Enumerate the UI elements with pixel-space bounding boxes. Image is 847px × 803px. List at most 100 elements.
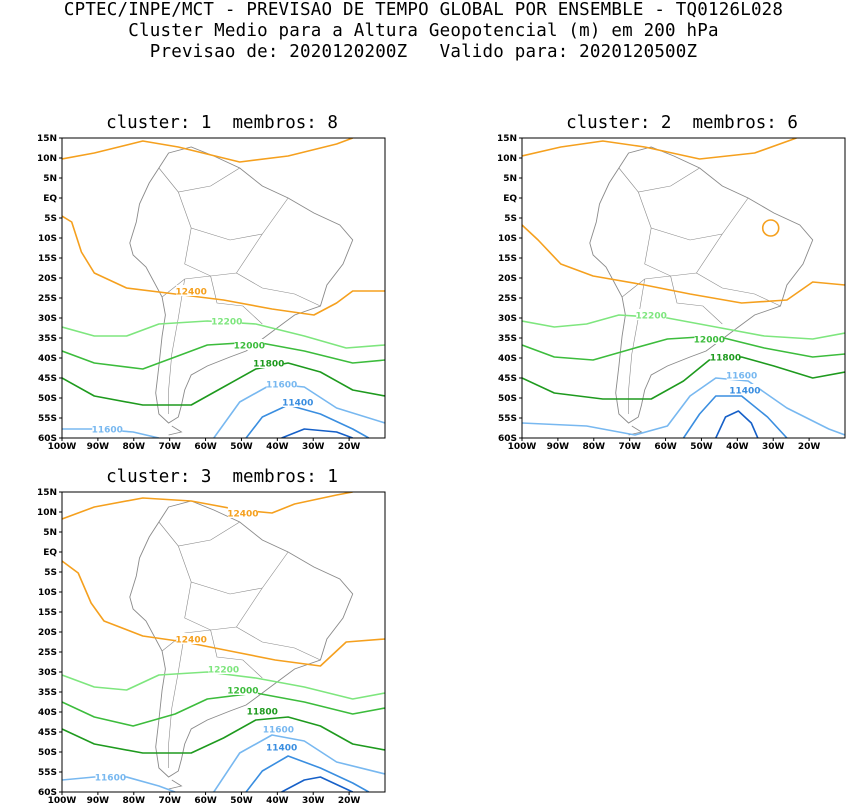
contour-label-bg — [227, 507, 258, 518]
lat-tick-label: 15S — [38, 254, 57, 264]
lat-tick-label: 10N — [497, 154, 517, 164]
lon-tick-label: 70W — [158, 442, 181, 452]
country-border — [638, 191, 749, 241]
lat-tick-label: 15N — [37, 134, 57, 144]
lat-tick-label: 25S — [38, 648, 57, 658]
contour-label-bg — [176, 633, 207, 644]
contour-label-bg — [266, 378, 297, 389]
lon-tick-label: 90W — [87, 442, 110, 452]
country-border — [158, 167, 240, 193]
contour-label-bg — [636, 309, 667, 320]
lat-tick-label: 20S — [38, 628, 57, 638]
contour-label-bg — [208, 663, 239, 674]
lat-tick-label: 10S — [38, 234, 57, 244]
map-frame — [61, 137, 386, 439]
country-border — [168, 632, 185, 768]
contour-label-bg — [694, 333, 725, 344]
lat-tick-label: 5N — [503, 174, 517, 184]
lat-tick-label: 5N — [43, 174, 57, 184]
lat-tick-label: 50S — [38, 748, 57, 758]
south-america-coastline — [589, 146, 814, 424]
country-border — [184, 581, 263, 631]
lat-tick-label: 35S — [38, 688, 57, 698]
lat-tick-label: 20S — [38, 274, 57, 284]
island-outline — [168, 425, 183, 436]
contour-11600 — [213, 383, 385, 438]
lat-tick-label: 50S — [38, 394, 57, 404]
country-border — [236, 626, 321, 661]
lon-tick-label: 60W — [194, 442, 217, 452]
contour-label: 12200 — [636, 312, 667, 322]
country-border — [178, 545, 289, 595]
lat-tick-label: 60S — [38, 788, 57, 798]
contour-label: 11400 — [729, 387, 760, 397]
lat-tick-label: 5S — [504, 214, 517, 224]
lat-tick-label: 55S — [38, 414, 57, 424]
contour-label: 11600 — [95, 774, 126, 784]
lat-tick-label: 25S — [498, 294, 517, 304]
contour-12400 — [62, 492, 353, 520]
country-border — [696, 272, 781, 307]
contour-12400 — [62, 215, 385, 316]
contour-label-bg — [92, 423, 123, 434]
lon-tick-label: 30W — [302, 442, 325, 452]
contour-12400 — [522, 224, 845, 304]
contour-12000 — [522, 335, 845, 361]
lat-tick-label: EQ — [43, 194, 57, 204]
lat-tick-label: 30S — [38, 668, 57, 678]
country-border — [158, 521, 240, 547]
contour-12400 — [62, 138, 353, 163]
contour-11800 — [62, 362, 385, 406]
header-line-2: Cluster Medio para a Altura Geopotencial… — [128, 21, 719, 41]
lat-tick-label: 60S — [38, 434, 57, 444]
lat-tick-label: 15N — [497, 134, 517, 144]
lat-tick-label: 30S — [498, 314, 517, 324]
header-line-1: CPTEC/INPE/MCT - PREVISAO DE TEMPO GLOBA… — [63, 0, 784, 20]
contour-label: 12000 — [234, 342, 265, 352]
map-panel-2: 12200 12000 11800 11600 11400 15N 10N 5N EQ 5S 10S… — [497, 134, 846, 452]
south-america-coastline — [129, 500, 354, 778]
country-border — [618, 167, 700, 193]
lat-tick-label: 40S — [38, 708, 57, 718]
contour-label-bg — [282, 396, 313, 407]
contour-11400 — [682, 395, 788, 438]
contour-12400 — [522, 138, 797, 160]
contour-label: 11800 — [247, 708, 278, 718]
contour-label: 11800 — [253, 360, 284, 370]
contour-label: 11800 — [710, 354, 741, 364]
contour-label: 12200 — [208, 666, 239, 676]
island-outline — [168, 779, 183, 790]
contour-12200 — [522, 314, 845, 340]
contour-label: 11600 — [726, 372, 757, 382]
lon-tick-label: 70W — [158, 796, 181, 803]
contour-11800 — [522, 356, 845, 400]
contour-label-bg — [247, 705, 278, 716]
lon-tick-label: 20W — [798, 442, 821, 452]
contour-label: 12400 — [176, 288, 207, 298]
contour-11400 — [245, 404, 370, 438]
lat-tick-label: 45S — [498, 374, 517, 384]
contour-label-bg — [710, 351, 741, 362]
contour-label-bg — [176, 285, 207, 296]
lat-tick-label: 15S — [38, 608, 57, 618]
country-border — [210, 629, 263, 679]
contour-label-bg — [227, 684, 258, 695]
figure-header: CPTEC/INPE/MCT - PREVISAO DE TEMPO GLOBA… — [0, 0, 847, 63]
lat-tick-label: 5N — [43, 528, 57, 538]
country-border — [210, 275, 263, 325]
lat-tick-label: 40S — [498, 354, 517, 364]
lon-tick-label: 30W — [302, 796, 325, 803]
lon-tick-label: 50W — [230, 442, 253, 452]
contour-12000 — [62, 692, 385, 727]
lon-tick-label: 60W — [194, 796, 217, 803]
contour-label-bg — [95, 771, 126, 782]
lat-tick-label: 35S — [498, 334, 517, 344]
contour-11200 — [715, 410, 759, 438]
country-border — [168, 278, 185, 414]
contour-label: 12000 — [227, 687, 258, 697]
panel-2-title: cluster: 2 membros: 6 — [566, 113, 798, 133]
map-panel-3: 12400 12400 12200 12000 11800 11600 11400 11600… — [37, 488, 386, 803]
lat-tick-label: 25S — [38, 294, 57, 304]
map-frame — [61, 491, 386, 793]
lat-tick-label: 40S — [38, 354, 57, 364]
